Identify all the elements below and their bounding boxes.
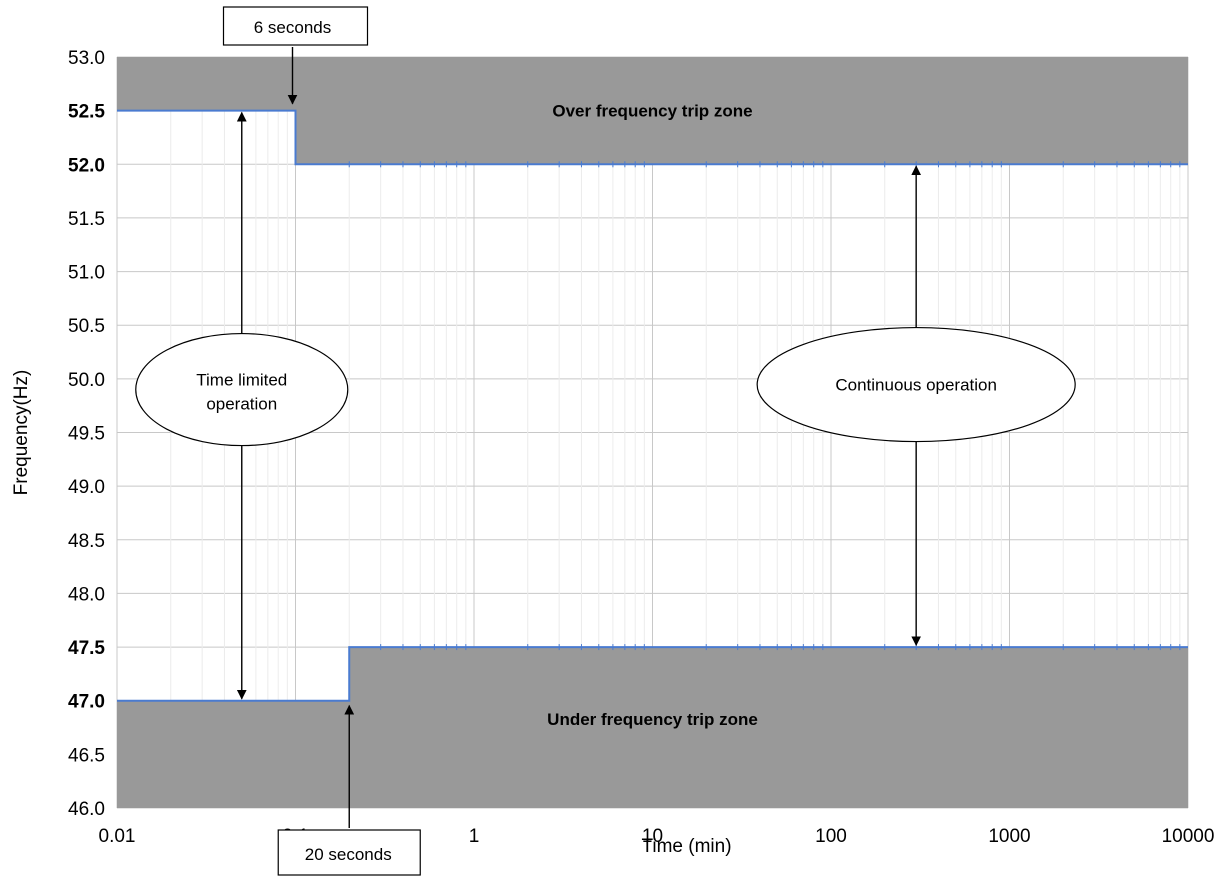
trip-zone-area — [117, 57, 1188, 165]
y-tick-label: 46.5 — [68, 745, 105, 766]
six-seconds-box — [222, 6, 369, 46]
trip-zone-area — [117, 647, 1188, 808]
twenty-seconds-label: 20 seconds — [305, 845, 392, 864]
x-tick-label: 1000 — [988, 826, 1030, 847]
x-tick-label: 1 — [469, 826, 480, 847]
y-tick-label: 51.5 — [68, 209, 105, 230]
y-tick-label: 50.0 — [68, 370, 105, 391]
x-tick-label: 100 — [815, 826, 847, 847]
y-tick-label: 51.0 — [68, 263, 105, 284]
continuous-label: Continuous operation — [835, 376, 997, 395]
x-tick-label: 10 — [642, 826, 663, 847]
y-tick-label: 47.5 — [68, 638, 105, 659]
time-limited-label-line2: operation — [206, 395, 277, 414]
twenty-seconds-box — [277, 829, 421, 876]
trip-boundary-line — [117, 646, 1188, 702]
y-tick-label: 53.0 — [68, 48, 105, 69]
zone-label: Over frequency trip zone — [552, 102, 752, 121]
y-tick-label: 48.5 — [68, 531, 105, 552]
continuous-ellipse — [756, 326, 1076, 443]
y-tick-label: 52.5 — [68, 102, 105, 123]
time-limited-ellipse — [135, 332, 349, 447]
zone-label: Under frequency trip zone — [547, 710, 758, 729]
x-tick-label: 0.01 — [99, 826, 136, 847]
y-tick-label: 47.0 — [68, 692, 105, 713]
x-axis-label: Time (min) — [641, 836, 731, 857]
y-tick-label: 49.5 — [68, 424, 105, 445]
y-tick-label: 49.0 — [68, 477, 105, 498]
y-axis-label: Frequency(Hz) — [11, 370, 32, 496]
y-tick-label: 52.0 — [68, 155, 105, 176]
time-limited-label-line1: Time limited — [196, 371, 287, 390]
trip-boundary-line — [117, 109, 1188, 166]
six-seconds-label: 6 seconds — [254, 18, 332, 37]
y-tick-label: 46.0 — [68, 799, 105, 820]
y-tick-label: 48.0 — [68, 584, 105, 605]
y-tick-label: 50.5 — [68, 316, 105, 337]
x-tick-label: 10000 — [1162, 826, 1215, 847]
